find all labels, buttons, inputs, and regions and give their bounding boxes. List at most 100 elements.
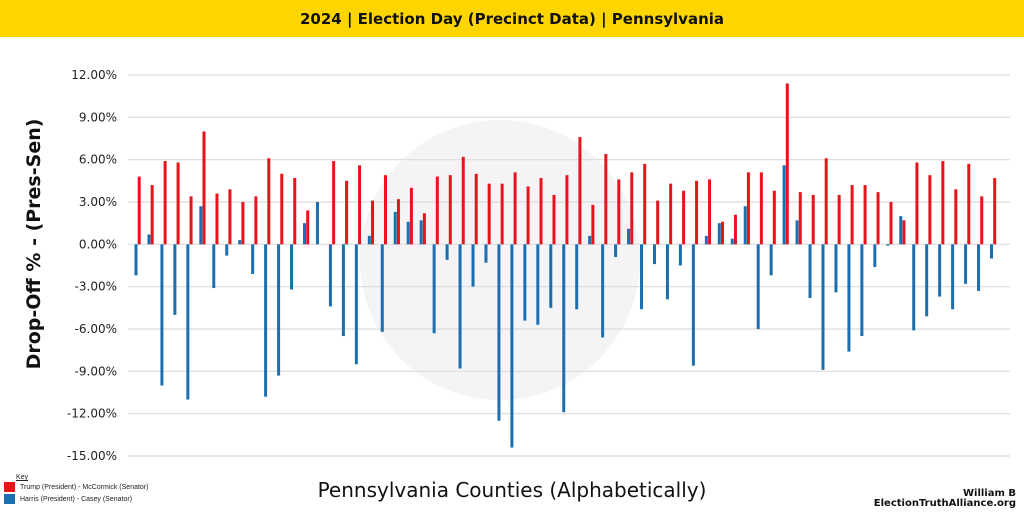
bar-harris-casey-63 (938, 244, 942, 297)
drop-off-bar-chart: 12.00% 9.00% 6.00% 3.00% 0.00% -3.00% -6.00% -9… (23, 68, 1010, 463)
bar-harris-casey-58 (873, 244, 877, 267)
bar-trump-mccormick-41 (656, 200, 660, 245)
bar-harris-casey-61 (912, 244, 916, 331)
bar-harris-casey-65 (964, 244, 968, 284)
y-axis-label: Drop-Off % - (Pres-Sen) (23, 119, 45, 370)
bar-trump-mccormick-11 (267, 158, 271, 245)
bar-harris-casey-46 (717, 223, 721, 245)
bar-harris-casey-38 (614, 244, 618, 258)
bar-trump-mccormick-64 (954, 189, 958, 245)
bar-trump-mccormick-66 (980, 196, 984, 245)
chart-title-banner: 2024 | Election Day (Precinct Data) | Pe… (0, 0, 1024, 37)
y-tick-label: -12.00% (67, 407, 117, 421)
bar-trump-mccormick-10 (254, 196, 258, 245)
bars (134, 83, 997, 448)
y-axis-ticks: 12.00% 9.00% 6.00% 3.00% 0.00% -3.00% -6.00% -9… (67, 68, 117, 463)
bar-trump-mccormick-31 (526, 186, 530, 245)
bar-harris-casey-1 (134, 244, 138, 276)
bar-trump-mccormick-45 (708, 179, 712, 245)
bar-trump-mccormick-2 (150, 185, 154, 245)
bar-harris-casey-45 (704, 235, 708, 245)
y-tick-label: 3.00% (79, 195, 117, 209)
bar-harris-casey-53 (808, 244, 812, 298)
bar-harris-casey-33 (549, 244, 553, 308)
bar-harris-casey-55 (834, 244, 838, 293)
bar-harris-casey-21 (393, 211, 397, 245)
bar-trump-mccormick-7 (215, 193, 219, 245)
bar-harris-casey-17 (341, 244, 345, 337)
bar-harris-casey-26 (458, 244, 462, 369)
bar-trump-mccormick-67 (993, 178, 997, 245)
bar-harris-casey-25 (445, 244, 449, 260)
bar-harris-casey-9 (238, 240, 242, 245)
bar-trump-mccormick-44 (695, 180, 699, 245)
bar-harris-casey-28 (484, 244, 488, 263)
chart-title: 2024 | Election Day (Precinct Data) | Pe… (299, 9, 725, 28)
bar-trump-mccormick-1 (137, 176, 141, 245)
bar-harris-casey-23 (419, 220, 423, 245)
bar-harris-casey-20 (380, 244, 384, 332)
bar-harris-casey-6 (199, 206, 203, 245)
bar-trump-mccormick-26 (461, 156, 465, 245)
y-tick-label: 12.00% (71, 68, 117, 82)
bar-trump-mccormick-29 (500, 183, 504, 245)
bar-trump-mccormick-47 (733, 214, 737, 245)
bar-harris-casey-52 (795, 220, 799, 245)
legend-swatch-blue (4, 494, 15, 504)
bar-trump-mccormick-33 (552, 194, 556, 245)
bar-trump-mccormick-59 (889, 202, 893, 245)
bar-harris-casey-36 (588, 235, 592, 245)
credit-site: ElectionTruthAlliance.org (873, 498, 1016, 509)
bar-harris-casey-8 (225, 244, 229, 256)
bar-harris-casey-37 (601, 244, 605, 338)
bar-harris-casey-62 (925, 244, 929, 317)
y-tick-label: 0.00% (79, 237, 117, 251)
bar-harris-casey-34 (562, 244, 566, 413)
bar-harris-casey-30 (510, 244, 514, 448)
bar-trump-mccormick-60 (902, 220, 906, 245)
bar-trump-mccormick-62 (928, 175, 932, 245)
bar-harris-casey-54 (821, 244, 825, 370)
y-tick-label: -9.00% (75, 364, 117, 378)
bar-trump-mccormick-52 (798, 192, 802, 245)
bar-harris-casey-66 (977, 244, 981, 291)
bar-trump-mccormick-34 (565, 175, 569, 245)
bar-trump-mccormick-20 (383, 175, 387, 245)
bar-harris-casey-11 (264, 244, 268, 397)
bar-trump-mccormick-25 (448, 175, 452, 245)
bar-trump-mccormick-51 (785, 83, 789, 245)
bar-trump-mccormick-35 (578, 137, 582, 245)
legend-item-harris: Harris (President) - Casey (Senator) (4, 493, 149, 505)
bar-harris-casey-48 (743, 206, 747, 245)
bar-trump-mccormick-56 (850, 185, 854, 245)
bar-harris-casey-64 (951, 244, 955, 310)
bar-trump-mccormick-54 (824, 158, 828, 245)
bar-trump-mccormick-3 (163, 161, 167, 245)
credit-author: William B (962, 488, 1016, 499)
bar-harris-casey-47 (730, 238, 734, 245)
bar-trump-mccormick-37 (604, 154, 608, 245)
legend-item-trump: Trump (President) - McCormick (Senator) (4, 481, 149, 493)
legend-swatch-red (4, 482, 15, 492)
bar-trump-mccormick-23 (422, 213, 426, 245)
bar-trump-mccormick-24 (435, 176, 439, 245)
bar-trump-mccormick-18 (358, 165, 362, 245)
bar-trump-mccormick-39 (630, 172, 634, 245)
bar-trump-mccormick-65 (967, 163, 971, 245)
bar-harris-casey-56 (847, 244, 851, 352)
bar-trump-mccormick-21 (396, 199, 400, 245)
bar-trump-mccormick-6 (202, 131, 206, 245)
legend: Key Trump (President) - McCormick (Senat… (4, 474, 149, 505)
bar-trump-mccormick-28 (487, 183, 491, 245)
legend-label: Trump (President) - McCormick (Senator) (20, 483, 149, 491)
bar-harris-casey-39 (627, 228, 631, 245)
bar-trump-mccormick-42 (669, 183, 673, 245)
bar-harris-casey-42 (665, 244, 669, 300)
bar-trump-mccormick-46 (720, 221, 724, 245)
bar-harris-casey-27 (471, 244, 475, 287)
bar-harris-casey-29 (497, 244, 501, 421)
bar-trump-mccormick-61 (915, 162, 919, 245)
bar-harris-casey-49 (756, 244, 760, 329)
bar-trump-mccormick-22 (409, 187, 413, 245)
bar-trump-mccormick-53 (811, 194, 815, 245)
